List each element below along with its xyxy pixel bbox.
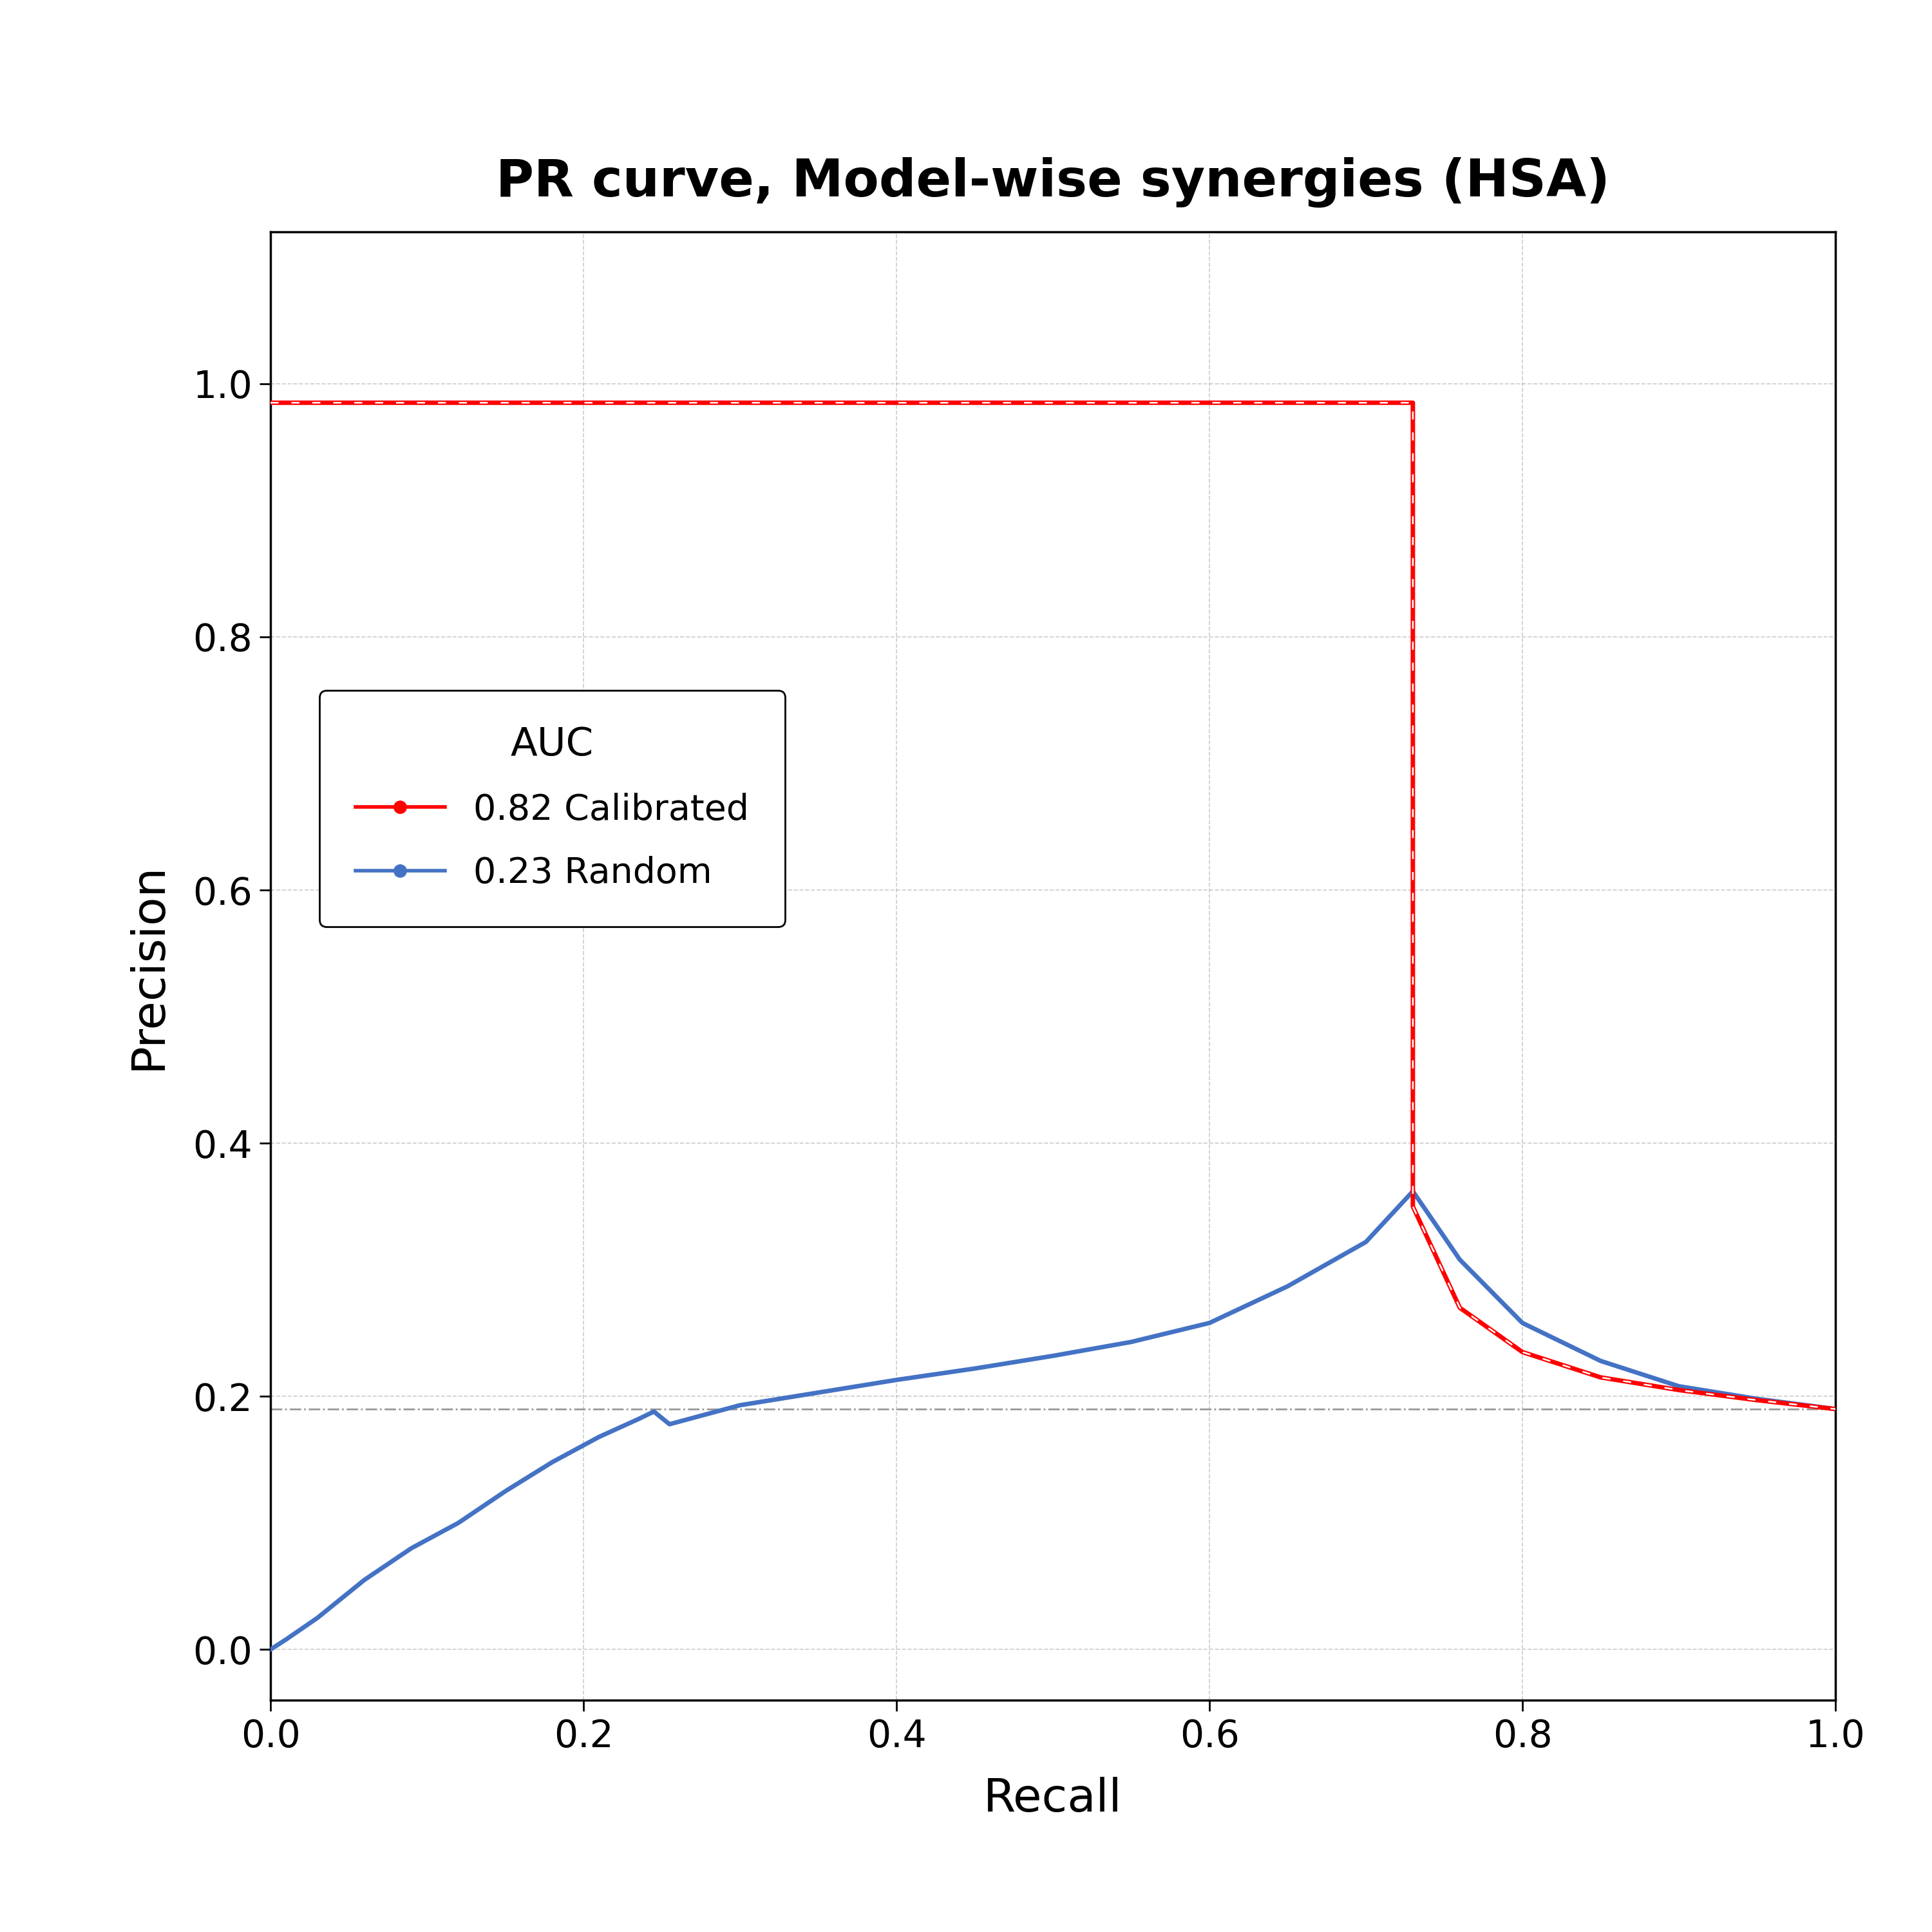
Y-axis label: Precision: Precision [126, 862, 170, 1070]
Legend: 0.82 Calibrated, 0.23 Random: 0.82 Calibrated, 0.23 Random [319, 690, 784, 927]
Title: PR curve, Model-wise synergies (HSA): PR curve, Model-wise synergies (HSA) [497, 156, 1609, 207]
X-axis label: Recall: Recall [983, 1777, 1122, 1822]
